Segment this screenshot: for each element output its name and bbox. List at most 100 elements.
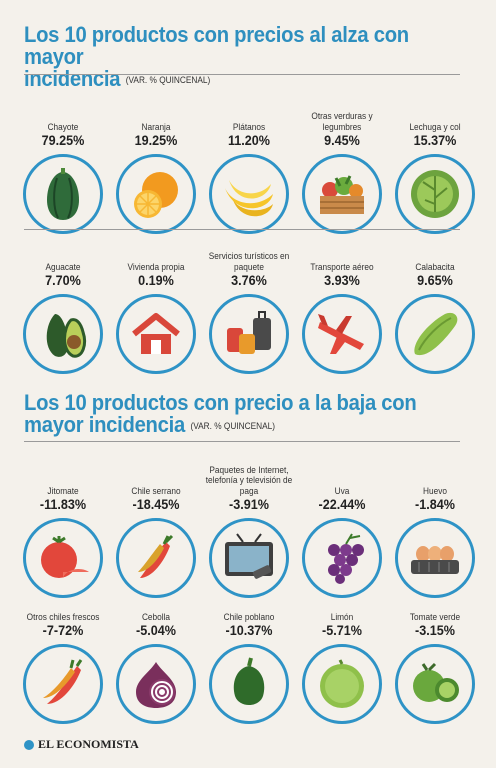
item-label: Chile serrano xyxy=(131,485,181,496)
item-value: 79.25% xyxy=(41,132,85,148)
poblano-icon xyxy=(233,657,265,705)
item-label-wrap: Chile poblano xyxy=(205,604,293,622)
up-unit: (VAR. % QUINCENAL) xyxy=(125,75,211,86)
item-value: 15.37% xyxy=(413,132,457,148)
up-item-5: Aguacate 7.70% xyxy=(15,240,111,374)
tomato-icon xyxy=(41,536,89,578)
brand-mark-icon xyxy=(24,739,34,750)
item-value: -11.83% xyxy=(39,496,87,512)
item-label-wrap: Transporte aéreo xyxy=(298,240,386,272)
item-circle xyxy=(302,644,382,724)
lime-icon xyxy=(320,659,364,708)
item-label-wrap: Lechuga y col xyxy=(391,100,479,132)
item-value: -5.04% xyxy=(136,622,176,638)
chayote-icon xyxy=(47,168,79,220)
item-value: 9.45% xyxy=(324,132,360,148)
down-title-line1: Los 10 productos con precio a la baja co… xyxy=(24,390,417,415)
item-label: Otras verduras y legumbres xyxy=(311,111,373,132)
item-circle xyxy=(116,294,196,374)
item-value: 7.70% xyxy=(45,272,81,288)
down-item-0: Jitomate -11.83% xyxy=(15,464,111,598)
item-circle xyxy=(395,518,475,598)
item-label: Lechuga y col xyxy=(409,121,461,132)
item-label-wrap: Huevo xyxy=(391,464,479,496)
item-label: Jitomate xyxy=(47,485,79,496)
item-label: Chayote xyxy=(47,121,79,132)
brand-logo: EL ECONOMISTA xyxy=(24,737,139,752)
down-item-7: Chile poblano -10.37% xyxy=(201,604,297,724)
item-label-wrap: Plátanos xyxy=(205,100,293,132)
item-circle xyxy=(209,644,289,724)
item-circle xyxy=(116,518,196,598)
up-item-0: Chayote 79.25% xyxy=(15,100,111,234)
item-label: Servicios turísticos en paquete xyxy=(208,251,290,272)
item-label-wrap: Tomate verde xyxy=(391,604,479,622)
item-circle xyxy=(23,518,103,598)
down-title-line2-row: mayor incidencia (VAR. % QUINCENAL) xyxy=(24,414,416,437)
item-label-wrap: Chayote xyxy=(19,100,107,132)
item-label: Aguacate xyxy=(45,261,81,272)
down-item-1: Chile serrano -18.45% xyxy=(108,464,204,598)
item-value: -3.91% xyxy=(229,496,269,512)
grapes-icon xyxy=(328,533,364,584)
up-item-1: Naranja 19.25% xyxy=(108,100,204,234)
item-label: Paquetes de Internet, telefonía y televi… xyxy=(205,464,293,496)
item-label: Vivienda propia xyxy=(127,261,185,272)
item-label: Chile poblano xyxy=(223,611,275,622)
item-label-wrap: Vivienda propia xyxy=(112,240,200,272)
up-item-8: Transporte aéreo 3.93% xyxy=(294,240,390,374)
item-label-wrap: Aguacate xyxy=(19,240,107,272)
orange-icon xyxy=(134,172,178,218)
item-value: 3.93% xyxy=(324,272,360,288)
item-circle xyxy=(302,154,382,234)
item-circle xyxy=(302,518,382,598)
up-title-line2-row: incidencia (VAR. % QUINCENAL) xyxy=(24,68,458,91)
item-value: 3.76% xyxy=(231,272,267,288)
avocado-icon xyxy=(46,314,87,358)
up-title: Los 10 productos con precios al alza con… xyxy=(24,24,458,91)
house-icon xyxy=(132,313,180,354)
vegetable-crate-icon xyxy=(320,175,364,214)
item-value: 11.20% xyxy=(227,132,271,148)
item-circle xyxy=(395,294,475,374)
up-item-4: Lechuga y col 15.37% xyxy=(387,100,483,234)
item-label-wrap: Paquetes de Internet, telefonía y televi… xyxy=(205,442,293,496)
item-label-wrap: Otros chiles frescos xyxy=(19,604,107,622)
up-title-line2: incidencia xyxy=(24,66,121,91)
green-tomato-icon xyxy=(413,662,459,702)
lettuce-icon xyxy=(411,170,459,218)
down-item-4: Huevo -1.84% xyxy=(387,464,483,598)
item-label-wrap: Chile serrano xyxy=(112,464,200,496)
item-label-wrap: Limón xyxy=(298,604,386,622)
item-label-wrap: Naranja xyxy=(112,100,200,132)
down-item-8: Limón -5.71% xyxy=(294,604,390,724)
item-label: Uva xyxy=(334,485,350,496)
item-circle xyxy=(302,294,382,374)
down-item-9: Tomate verde -3.15% xyxy=(387,604,483,724)
down-item-3: Uva -22.44% xyxy=(294,464,390,598)
eggs-icon xyxy=(411,546,459,574)
item-circle xyxy=(116,644,196,724)
divider xyxy=(24,229,460,230)
item-value: -10.37% xyxy=(225,622,273,638)
item-value: -5.71% xyxy=(322,622,362,638)
item-label: Huevo xyxy=(423,485,447,496)
item-label-wrap: Uva xyxy=(298,464,386,496)
item-circle xyxy=(209,294,289,374)
item-value: -22.44% xyxy=(318,496,366,512)
down-unit: (VAR. % QUINCENAL) xyxy=(190,421,275,432)
item-label: Calabacita xyxy=(415,261,455,272)
down-title-line2: mayor incidencia xyxy=(24,412,185,437)
item-label-wrap: Cebolla xyxy=(112,604,200,622)
chilies-icon xyxy=(43,659,83,704)
down-item-2: Paquetes de Internet, telefonía y televi… xyxy=(201,442,297,598)
item-label: Otros chiles frescos xyxy=(26,611,100,622)
up-item-9: Calabacita 9.65% xyxy=(387,240,483,374)
item-circle xyxy=(116,154,196,234)
item-label: Plátanos xyxy=(232,121,266,132)
item-circle xyxy=(23,294,103,374)
divider xyxy=(24,74,460,75)
down-item-6: Cebolla -5.04% xyxy=(108,604,204,724)
item-circle xyxy=(209,518,289,598)
item-label: Transporte aéreo xyxy=(310,261,374,272)
